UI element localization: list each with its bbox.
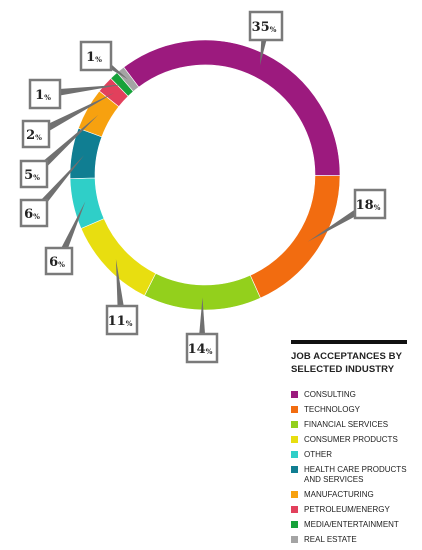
data-label-unit: % (35, 133, 42, 142)
data-label-value: 18 (356, 198, 374, 213)
legend-item: FINANCIAL SERVICES (291, 420, 421, 430)
data-label-value: 5 (24, 168, 33, 183)
legend-swatch (291, 451, 298, 458)
data-label-unit: % (33, 173, 40, 182)
data-label-value: 1 (86, 50, 95, 65)
data-label-value: 14 (188, 342, 206, 357)
callout-box: 18% (353, 188, 387, 220)
slice-technology (249, 175, 341, 299)
data-label-value: 6 (49, 255, 58, 270)
legend-list: CONSULTING TECHNOLOGY FINANCIAL SERVICES CO… (291, 390, 421, 544)
data-label-value: 2 (26, 128, 35, 143)
legend-swatch (291, 391, 298, 398)
callout-frame (28, 78, 62, 110)
data-label: 5% (24, 168, 40, 183)
legend-item: CONSUMER PRODUCTS (291, 435, 421, 445)
legend-item: MANUFACTURING (291, 490, 421, 500)
legend-swatch (291, 406, 298, 413)
legend-item: OTHER (291, 450, 421, 460)
legend-swatch (291, 505, 298, 513)
callout-pointer (44, 84, 123, 98)
legend-swatch (291, 520, 298, 528)
data-label-value: 11 (108, 314, 126, 329)
donut-slices (69, 39, 341, 311)
data-label-value: 6 (24, 207, 33, 222)
legend-item: CONSULTING (291, 390, 421, 400)
legend-label: OTHER (304, 450, 332, 459)
data-label-value: 1 (35, 88, 44, 103)
legend-label: PETROLEUM/ENERGY (304, 504, 390, 514)
callout-frame (79, 40, 113, 72)
data-label-unit: % (374, 203, 381, 212)
data-label: 35% (252, 20, 277, 35)
data-label-unit: % (206, 347, 213, 356)
legend-label: MEDIA/ENTERTAINMENT (304, 519, 399, 529)
data-label: 2% (26, 128, 42, 143)
legend-label: TECHNOLOGY (304, 405, 361, 414)
slice-other (69, 177, 105, 229)
legend-label: CONSUMER PRODUCTS (304, 435, 398, 444)
legend-label: REAL ESTATE (304, 534, 357, 544)
legend-label: MANUFACTURING (304, 489, 374, 499)
callout-box: 6% (44, 246, 74, 276)
data-label-unit: % (95, 55, 102, 64)
data-label-unit: % (44, 93, 51, 102)
callout-box: 6% (19, 198, 49, 228)
callout-frame (44, 246, 74, 276)
callout-box: 2% (21, 119, 51, 149)
data-label-unit: % (58, 260, 65, 269)
data-label-unit: % (126, 319, 133, 328)
callout-labels: 35%18%14%11%6%6%5%2%1%1% (19, 10, 387, 364)
legend-label: CONSULTING (304, 390, 356, 399)
callout-frame (353, 188, 387, 220)
data-label-unit: % (33, 212, 40, 221)
legend: JOB ACCEPTANCES BY SELECTED INDUSTRY CON… (291, 340, 421, 550)
legend-item: TECHNOLOGY (291, 405, 421, 415)
legend-title-rule (291, 340, 407, 344)
legend-swatch (291, 490, 298, 498)
legend-item: REAL ESTATE (291, 535, 421, 545)
callout-frame (19, 198, 49, 228)
legend-label: HEALTH CARE PRODUCTS AND SERVICES (304, 465, 407, 484)
data-label: 1% (35, 88, 51, 103)
data-label: 18% (356, 198, 381, 213)
callout-frame (19, 159, 49, 189)
legend-swatch (291, 535, 298, 543)
data-label: 1% (86, 50, 102, 65)
callout-box: 1% (28, 78, 62, 110)
callout-frame (248, 10, 284, 42)
callout-frame (185, 332, 219, 364)
data-label: 11% (108, 314, 133, 329)
data-label: 14% (188, 342, 213, 357)
legend-item: PETROLEUM/ENERGY (291, 505, 421, 515)
legend-swatch (291, 436, 298, 443)
legend-item: HEALTH CARE PRODUCTS AND SERVICES (291, 465, 421, 484)
data-label-unit: % (270, 25, 277, 34)
legend-label: FINANCIAL SERVICES (304, 420, 389, 429)
data-label-value: 35 (252, 20, 270, 35)
callout-frame (105, 304, 139, 336)
callout-box: 5% (19, 159, 49, 189)
callout-box: 1% (79, 40, 113, 72)
legend-swatch (291, 421, 298, 428)
legend-item: MEDIA/ENTERTAINMENT (291, 520, 421, 530)
callout-frame (21, 119, 51, 149)
callout-box: 11% (105, 304, 139, 336)
callout-box: 14% (185, 332, 219, 364)
data-label: 6% (24, 207, 40, 222)
legend-swatch (291, 466, 298, 473)
chart-title: JOB ACCEPTANCES BY SELECTED INDUSTRY (291, 351, 402, 375)
callout-pointer (34, 92, 115, 138)
slice-consulting (123, 39, 341, 176)
data-label: 6% (49, 255, 65, 270)
callout-box: 35% (248, 10, 284, 42)
